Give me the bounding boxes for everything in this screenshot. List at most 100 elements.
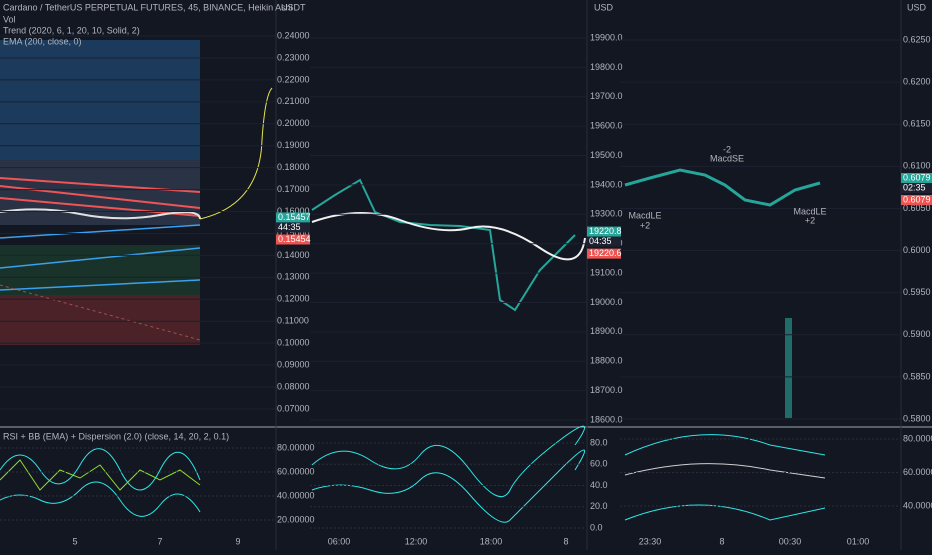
price-tick-label: 0.5850 — [903, 371, 931, 381]
price-tick-label: 19900.0 — [590, 32, 623, 42]
annotation: -2 — [723, 144, 731, 154]
price-line — [624, 168, 821, 207]
price-tick-label: 0.6100 — [903, 161, 931, 171]
countdown-bg — [587, 236, 621, 247]
prev-price: 0.6079 — [903, 194, 931, 204]
price-tick-label: 0.5950 — [903, 287, 931, 297]
band — [0, 448, 201, 491]
price-tick-label: 0.23000 — [277, 52, 310, 62]
osc-tick-label: 40.00000 — [277, 490, 315, 500]
ema — [0, 208, 201, 220]
osc-tick-label: 40.00000 — [903, 500, 932, 510]
time-label: 7 — [157, 536, 162, 546]
currency: USDT — [281, 2, 306, 12]
price-tick-label: 0.11000 — [277, 316, 309, 326]
price-tick-label: 0.18000 — [277, 162, 310, 172]
price-tick-label: 0.6150 — [903, 119, 931, 129]
trend-line — [0, 224, 201, 291]
price-tick-label: 0.16000 — [277, 206, 310, 216]
currency: USD — [594, 2, 614, 12]
price-tick-label: 0.22000 — [277, 74, 310, 84]
currency: USD — [907, 2, 927, 12]
annotation: +2 — [805, 215, 815, 225]
price-tick-label: 0.15000 — [277, 228, 310, 238]
annotation: MacdLE — [793, 206, 826, 216]
price-tick-label: 0.12000 — [277, 294, 310, 304]
time-label: 8 — [563, 536, 568, 546]
price-tick-label: 0.17000 — [277, 184, 310, 194]
price-tick-label: 0.14000 — [277, 250, 310, 260]
prev-price-bg — [276, 234, 310, 245]
time-label: 23:30 — [639, 536, 662, 546]
price-tick-label: 0.6050 — [903, 203, 931, 213]
indicator: EMA (200, close, 0) — [3, 36, 82, 46]
price-tick-label: 19400.0 — [590, 179, 623, 189]
osc-tick-label: 80.00000 — [903, 433, 932, 443]
time-label: 00:30 — [779, 536, 802, 546]
price-tick-label: 0.08000 — [277, 381, 310, 391]
prev-price: 0.15454 — [278, 234, 311, 244]
price-tick-label: 18900.0 — [590, 326, 623, 336]
band — [0, 481, 201, 517]
price-tick-label: 19300.0 — [590, 209, 623, 219]
price-line — [311, 178, 576, 312]
osc-tick-label: 80.0 — [590, 437, 608, 447]
price-tick-label: 19800.0 — [590, 62, 623, 72]
zone — [0, 40, 200, 160]
price-tick-label: 0.6000 — [903, 245, 931, 255]
volume — [785, 318, 792, 418]
last-price-bg — [901, 173, 932, 184]
countdown-bg — [901, 183, 932, 194]
price-tick-label: 19600.0 — [590, 121, 623, 131]
time-label: 06:00 — [328, 536, 351, 546]
band — [311, 425, 585, 498]
osc-tick-label: 40.0 — [590, 480, 608, 490]
time-label: 18:00 — [480, 536, 503, 546]
time-label: 9 — [235, 536, 240, 546]
price-tick-label: 0.20000 — [277, 118, 310, 128]
countdown: 02:35 — [903, 182, 926, 192]
price-tick-label: 0.24000 — [277, 30, 310, 40]
zone — [0, 245, 200, 295]
price-tick-label: 0.5900 — [903, 329, 931, 339]
osc-tick-label: 60.0 — [590, 459, 608, 469]
zone — [0, 160, 200, 225]
time-label: 5 — [72, 536, 77, 546]
ema — [311, 212, 586, 261]
time-label: 12:00 — [405, 536, 428, 546]
price-tick-label: 19000.0 — [590, 297, 623, 307]
price-tick-label: 0.07000 — [277, 403, 310, 413]
zone — [0, 295, 200, 345]
osc-tick-label: 20.00000 — [277, 514, 315, 524]
basis — [624, 463, 826, 479]
last-price: 0.15457 — [278, 212, 311, 222]
price-tick-label: 0.09000 — [277, 359, 310, 369]
osc-tick-label: 60.00000 — [277, 466, 315, 476]
price-tick-label: 19500.0 — [590, 150, 623, 160]
price-tick-label: 0.13000 — [277, 272, 310, 282]
price-tick-label: 19100.0 — [590, 267, 623, 277]
countdown-bg — [276, 222, 310, 233]
countdown: 44:35 — [278, 222, 301, 232]
price-tick-label: 19700.0 — [590, 91, 623, 101]
price-tick-label: 0.19000 — [277, 140, 310, 150]
price-tick-label: 0.21000 — [277, 96, 310, 106]
symbol: Cardano / TetherUS PERPETUAL FUTURES, 45… — [3, 2, 293, 12]
annotation: MacdLE — [628, 210, 661, 220]
osc-tick-label: 80.00000 — [277, 442, 315, 452]
osc-tick-label: 20.0 — [590, 501, 608, 511]
prev-price-bg — [901, 195, 932, 206]
osc-tick-label: 0.0 — [590, 522, 603, 532]
indicator: Trend (2020, 6, 1, 20, 10, Solid, 2) — [3, 25, 140, 35]
band — [311, 449, 585, 523]
price-tick-label: 0.6200 — [903, 76, 931, 86]
last-price-bg — [587, 226, 621, 237]
last-price: 0.6079 — [903, 172, 931, 182]
last-price: 19220.8 — [589, 226, 622, 236]
last-price-bg — [276, 212, 310, 223]
osc-title: RSI + BB (EMA) + Dispersion (2.0) (close… — [3, 431, 229, 441]
price-tick-label: 18600.0 — [590, 414, 623, 424]
band — [624, 434, 826, 521]
indicator: Vol — [3, 14, 16, 24]
